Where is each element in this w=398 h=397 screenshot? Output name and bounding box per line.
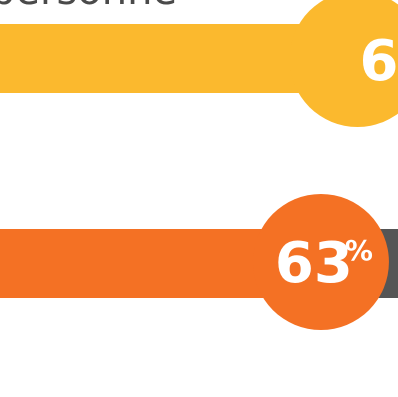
percent-sign-row-2: % (345, 234, 373, 267)
value-badge-row-1 (289, 0, 398, 127)
value-badge-row-2 (252, 194, 389, 330)
value-label-row-1: 68 (359, 29, 398, 94)
row-label: personne (0, 0, 177, 14)
value-label-row-2: 63 (275, 231, 353, 296)
